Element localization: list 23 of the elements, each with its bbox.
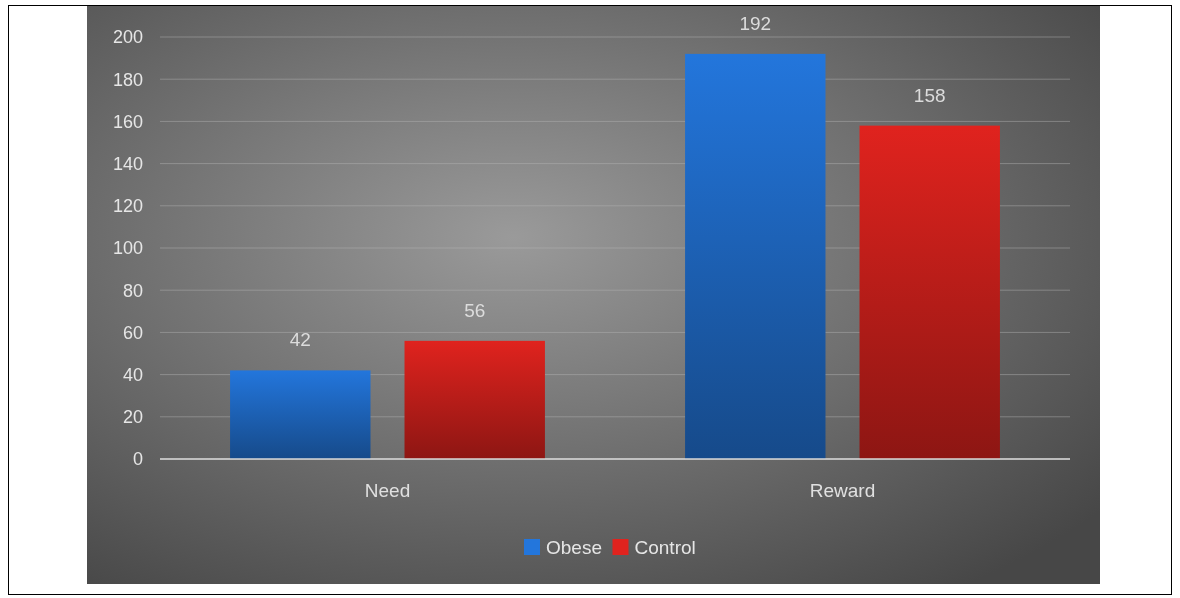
y-tick-label: 180 [112,69,143,90]
legend-label: Obese [546,536,602,558]
y-tick-label: 40 [122,364,143,385]
data-label: 192 [739,12,772,34]
y-tick-label: 140 [112,153,143,174]
data-label: 56 [464,299,486,321]
y-tick-label: 60 [122,322,143,343]
y-tick-label: 100 [112,238,143,259]
bar [404,340,545,459]
y-tick-label: 80 [122,280,143,301]
x-tick-label: Reward [809,480,876,501]
y-tick-label: 160 [112,111,143,132]
y-tick-label: 20 [122,407,143,428]
data-label: 42 [289,329,311,351]
data-label: 158 [913,84,946,106]
y-tick-label: 200 [112,27,143,48]
bar [859,125,1000,459]
x-tick-label: Need [364,480,411,501]
bar [685,53,826,459]
legend-label: Control [634,536,696,558]
y-tick-label: 120 [112,196,143,217]
bar [230,370,371,459]
y-tick-label: 0 [132,449,143,470]
